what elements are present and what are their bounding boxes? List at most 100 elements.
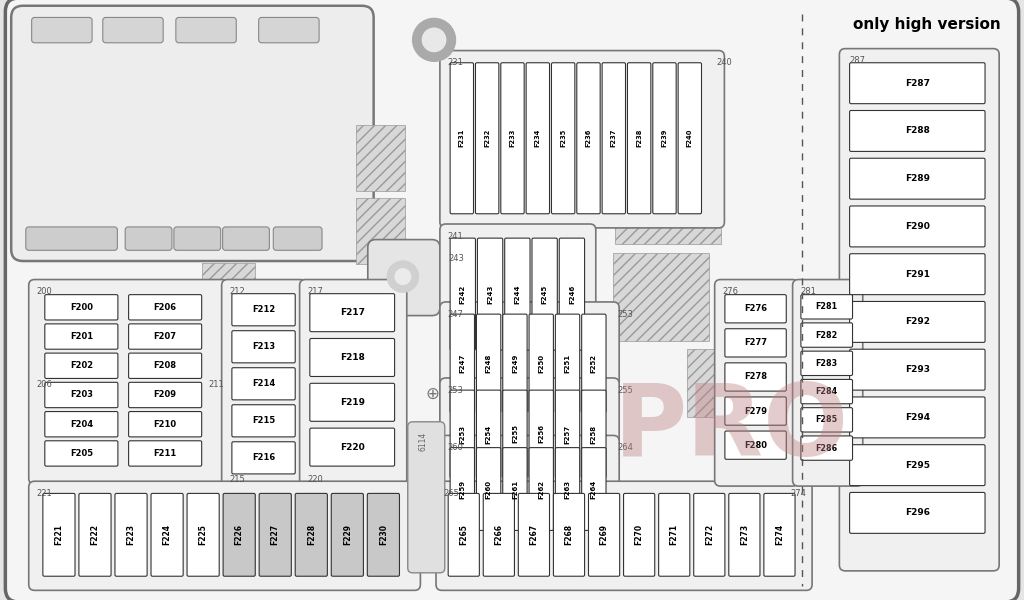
- Text: F261: F261: [512, 479, 518, 499]
- FancyBboxPatch shape: [115, 493, 147, 576]
- FancyBboxPatch shape: [801, 407, 853, 432]
- Text: F226: F226: [234, 524, 244, 545]
- FancyBboxPatch shape: [628, 63, 651, 214]
- FancyBboxPatch shape: [368, 493, 399, 576]
- FancyBboxPatch shape: [222, 227, 269, 250]
- Text: F262: F262: [539, 479, 544, 499]
- Text: F237: F237: [611, 129, 616, 148]
- Text: F207: F207: [154, 332, 176, 341]
- Text: 211: 211: [208, 380, 224, 389]
- Text: F242: F242: [460, 284, 466, 304]
- FancyBboxPatch shape: [503, 390, 527, 478]
- Text: 255: 255: [617, 386, 633, 395]
- FancyBboxPatch shape: [476, 314, 501, 413]
- Text: F233: F233: [510, 129, 515, 148]
- FancyBboxPatch shape: [505, 238, 530, 350]
- FancyBboxPatch shape: [850, 493, 985, 533]
- FancyBboxPatch shape: [725, 431, 786, 460]
- FancyBboxPatch shape: [529, 314, 553, 413]
- Text: 253: 253: [447, 386, 464, 395]
- Text: F255: F255: [512, 424, 518, 443]
- FancyBboxPatch shape: [850, 349, 985, 390]
- FancyBboxPatch shape: [310, 338, 394, 376]
- Text: 281: 281: [801, 287, 816, 296]
- Text: F256: F256: [539, 424, 544, 443]
- Text: F283: F283: [816, 359, 838, 368]
- Text: F291: F291: [905, 269, 930, 278]
- FancyBboxPatch shape: [449, 493, 479, 576]
- FancyBboxPatch shape: [729, 493, 760, 576]
- FancyBboxPatch shape: [45, 353, 118, 379]
- FancyBboxPatch shape: [310, 293, 394, 332]
- FancyBboxPatch shape: [801, 323, 853, 347]
- Text: F212: F212: [252, 305, 275, 314]
- FancyBboxPatch shape: [582, 448, 606, 530]
- FancyBboxPatch shape: [725, 363, 786, 391]
- Text: 274: 274: [791, 489, 807, 498]
- Text: F213: F213: [252, 342, 275, 351]
- FancyBboxPatch shape: [259, 17, 319, 43]
- FancyBboxPatch shape: [125, 227, 172, 250]
- Text: F274: F274: [775, 524, 784, 545]
- FancyBboxPatch shape: [850, 254, 985, 295]
- Text: 212: 212: [229, 287, 245, 296]
- Text: F210: F210: [154, 420, 177, 429]
- FancyBboxPatch shape: [555, 314, 580, 413]
- Text: F260: F260: [485, 479, 492, 499]
- FancyBboxPatch shape: [532, 238, 557, 350]
- Text: 200: 200: [37, 287, 52, 296]
- Text: F254: F254: [485, 424, 492, 443]
- FancyBboxPatch shape: [223, 493, 255, 576]
- Text: F247: F247: [460, 353, 465, 373]
- FancyBboxPatch shape: [29, 280, 227, 484]
- Text: 206: 206: [37, 380, 52, 389]
- FancyBboxPatch shape: [850, 445, 985, 485]
- FancyBboxPatch shape: [764, 493, 795, 576]
- Text: F222: F222: [90, 524, 99, 545]
- FancyBboxPatch shape: [652, 63, 676, 214]
- FancyBboxPatch shape: [475, 63, 499, 214]
- FancyBboxPatch shape: [582, 390, 606, 478]
- FancyBboxPatch shape: [589, 493, 620, 576]
- Text: F276: F276: [744, 304, 767, 313]
- Text: F215: F215: [252, 416, 275, 425]
- FancyBboxPatch shape: [658, 493, 690, 576]
- Text: F246: F246: [569, 284, 574, 304]
- FancyBboxPatch shape: [526, 63, 550, 214]
- Text: F236: F236: [586, 129, 592, 148]
- Text: F201: F201: [70, 332, 93, 341]
- Circle shape: [413, 19, 456, 61]
- Text: F205: F205: [70, 449, 93, 458]
- FancyBboxPatch shape: [725, 295, 786, 323]
- FancyBboxPatch shape: [43, 493, 75, 576]
- FancyBboxPatch shape: [552, 63, 574, 214]
- FancyBboxPatch shape: [801, 295, 853, 319]
- Text: F250: F250: [539, 354, 544, 373]
- FancyBboxPatch shape: [801, 379, 853, 404]
- Text: F227: F227: [270, 524, 280, 545]
- FancyBboxPatch shape: [231, 293, 295, 326]
- FancyBboxPatch shape: [129, 295, 202, 320]
- FancyBboxPatch shape: [151, 493, 183, 576]
- Circle shape: [395, 269, 411, 284]
- FancyBboxPatch shape: [440, 378, 620, 492]
- Text: F230: F230: [379, 524, 388, 545]
- FancyBboxPatch shape: [231, 368, 295, 400]
- Text: F284: F284: [816, 387, 838, 396]
- FancyBboxPatch shape: [501, 63, 524, 214]
- FancyBboxPatch shape: [129, 441, 202, 466]
- Text: F248: F248: [485, 353, 492, 373]
- Text: F258: F258: [591, 424, 597, 443]
- FancyBboxPatch shape: [840, 49, 999, 571]
- FancyBboxPatch shape: [295, 493, 328, 576]
- Bar: [356, 197, 404, 264]
- Text: F271: F271: [670, 524, 679, 545]
- Text: F220: F220: [340, 443, 365, 452]
- Text: 265: 265: [443, 489, 460, 498]
- Text: F200: F200: [70, 303, 93, 312]
- FancyBboxPatch shape: [725, 329, 786, 357]
- Text: 243: 243: [449, 254, 465, 263]
- Text: F221: F221: [54, 524, 63, 545]
- Text: F249: F249: [512, 353, 518, 373]
- Bar: [356, 125, 404, 191]
